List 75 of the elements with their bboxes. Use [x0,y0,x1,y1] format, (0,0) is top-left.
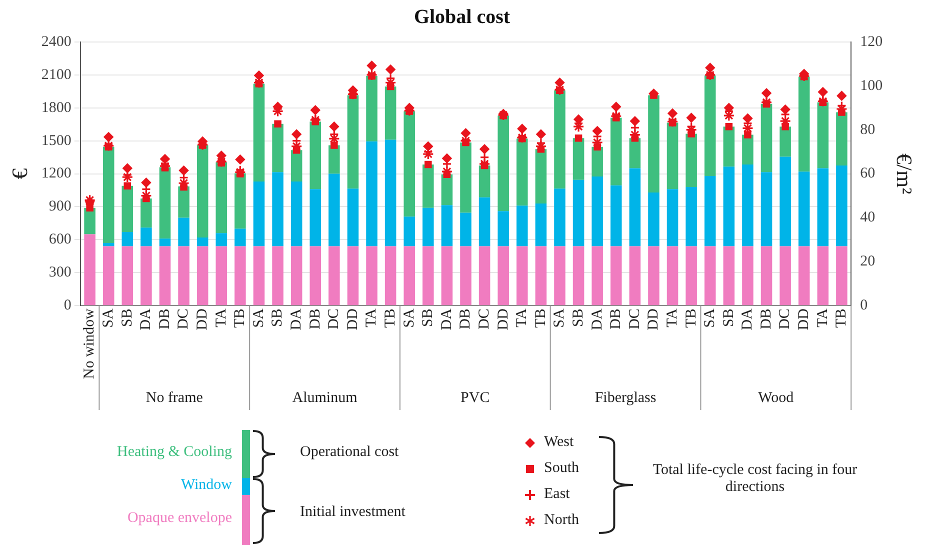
x-tick-label: DA [589,308,606,330]
x-tick-label: DC [176,308,192,330]
x-tick-label: DB [608,308,624,330]
y-tick-label: 1200 [41,166,72,182]
x-tick-label: No window [82,308,98,380]
legend-label: West [544,434,574,450]
x-tick-label: TB [532,308,549,328]
text: Fiberglass [594,390,656,406]
text: PVC [460,390,490,406]
x-tick-label: DC [326,308,342,330]
x-tick-label: DA [740,308,756,330]
y2-tick-label: 20 [860,254,876,270]
y-tick-label: 2400 [41,34,72,50]
x-tick-label: TB [834,308,850,328]
x-tick-label: DA [288,308,305,330]
x-tick-label: DD [194,308,211,330]
x-tick-label: SA [552,308,568,328]
x-tick-label: SA [702,308,718,328]
x-tick-label: DB [758,308,774,330]
x-tick-label: SB [270,308,286,327]
y2-tick-label: 0 [860,298,868,314]
x-tick-label: TB [232,308,248,328]
x-tick-label: TB [382,308,398,328]
legend-label: East [544,486,570,502]
x-tick-label: TB [683,308,700,328]
x-tick-label: DD [646,308,662,330]
x-tick-label: SA [401,308,418,328]
y-tick-label: 300 [48,264,72,281]
y2-tick-label: 40 [860,210,876,226]
x-tick-label: DD [344,308,361,330]
x-tick-label: DC [476,308,492,330]
x-tick-label: SB [570,308,586,327]
x-tick-label: DB [458,308,474,330]
text: Aluminum [292,390,358,406]
text: Opaque envelope [127,510,232,527]
x-tick-label: DD [796,308,812,330]
y-tick-label: 900 [48,198,72,215]
x-tick-label: SB [420,308,436,327]
x-tick-label: TA [364,308,380,328]
y-tick-label: 2100 [41,66,72,83]
x-tick-label: TA [814,308,831,328]
x-tick-label: DC [626,308,643,330]
x-tick-label: DC [777,308,794,330]
x-tick-label: TA [514,308,530,328]
x-tick-label: SA [250,308,267,328]
text: Initial investment [300,504,406,521]
x-tick-label: DB [307,308,324,330]
y2-tick-label: 100 [860,78,883,94]
text: Window [180,476,232,494]
text: Wood [758,390,794,406]
y-tick-label: 600 [48,232,72,248]
x-tick-label: DD [495,308,512,330]
text: Operational cost [300,444,399,461]
x-tick-label: DA [138,308,154,330]
y-tick-label: 1800 [41,100,72,116]
chart-title: Global cost [414,6,510,28]
text: No frame [146,390,204,406]
y-tick-label: 0 [64,298,72,314]
legend-label: North [544,512,579,528]
x-tick-label: TA [213,308,230,328]
legend-label: South [544,460,580,476]
y2-tick-label: 120 [860,34,883,50]
x-tick-label: DA [438,308,455,330]
x-tick-label: SB [720,308,737,327]
y2-tick-label: 60 [860,166,876,182]
y-tick-label: 1500 [41,132,72,149]
x-tick-label: SB [119,308,136,327]
text: Heating & Cooling [117,444,232,461]
y2-axis-title: €/m² [892,153,918,195]
x-tick-label: DB [156,308,173,330]
x-tick-label: SA [100,308,117,328]
y-axis-title: € [6,168,32,180]
text: Total life-cycle cost facing in four directions [652,462,858,496]
y2-tick-label: 80 [860,122,876,138]
x-tick-label: TA [664,308,680,328]
